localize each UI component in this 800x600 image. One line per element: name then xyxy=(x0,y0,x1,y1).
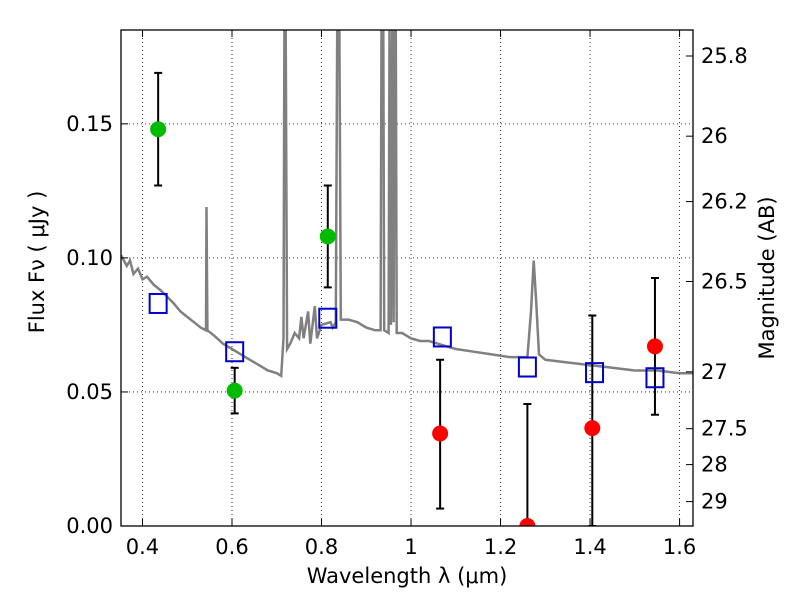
photometry-point xyxy=(584,420,601,437)
x-axis-label: Wavelength λ (μm) xyxy=(307,564,508,588)
error-bars xyxy=(154,71,659,526)
x-tick-label: 1.4 xyxy=(573,535,606,559)
y-tick-label: 0.00 xyxy=(66,514,113,538)
plot-frame xyxy=(120,29,694,527)
magnitude-tick-label: 28 xyxy=(701,453,728,477)
y-tick-label: 0.10 xyxy=(66,246,113,270)
photometry-point xyxy=(319,228,336,245)
x-tick-label: 1.2 xyxy=(484,535,517,559)
y-axis-label: Flux Fν ( μJy ) xyxy=(25,191,49,334)
x-tick-label: 1 xyxy=(404,535,417,559)
x-tick-label: 0.8 xyxy=(305,535,338,559)
data-markers xyxy=(148,121,665,526)
model-photometry-square xyxy=(148,292,168,314)
magnitude-tick-label: 27.5 xyxy=(701,417,748,441)
y-tick-label: 0.15 xyxy=(66,112,113,136)
photometry-point xyxy=(519,518,536,526)
photometry-point xyxy=(646,338,663,355)
y-tick-label: 0.05 xyxy=(66,380,113,404)
magnitude-tick-label: 26.5 xyxy=(701,269,748,293)
x-tick-label: 1.6 xyxy=(663,535,696,559)
photometry-point xyxy=(150,121,167,138)
magnitude-tick-label: 27 xyxy=(701,360,728,384)
x-tick-label: 0.4 xyxy=(126,535,159,559)
model-photometry-square xyxy=(645,367,665,389)
photometry-point xyxy=(432,425,449,442)
magnitude-axis-label: Magnitude (AB) xyxy=(755,196,779,359)
x-tick-label: 0.6 xyxy=(215,535,248,559)
model-spectrum-line xyxy=(121,30,693,379)
magnitude-axis-ticks: 25.8 26 26.2 26.5 27 27.5 28 29 xyxy=(686,44,748,514)
magnitude-tick-label: 26.2 xyxy=(701,190,748,214)
model-photometry-square xyxy=(318,307,338,329)
model-photometry-square xyxy=(517,356,537,378)
y-axis-ticks: 0.00 0.05 0.10 0.15 xyxy=(66,112,128,538)
photometry-point xyxy=(226,382,243,399)
x-axis-ticks: 0.4 0.6 0.8 1 1.2 1.4 1.6 xyxy=(126,30,696,559)
model-photometry-square xyxy=(225,341,245,363)
magnitude-tick-label: 26 xyxy=(701,124,728,148)
magnitude-tick-label: 29 xyxy=(701,490,728,514)
model-photometry-square xyxy=(585,362,605,384)
magnitude-tick-label: 25.8 xyxy=(701,44,748,68)
model-photometry-square xyxy=(432,326,452,348)
